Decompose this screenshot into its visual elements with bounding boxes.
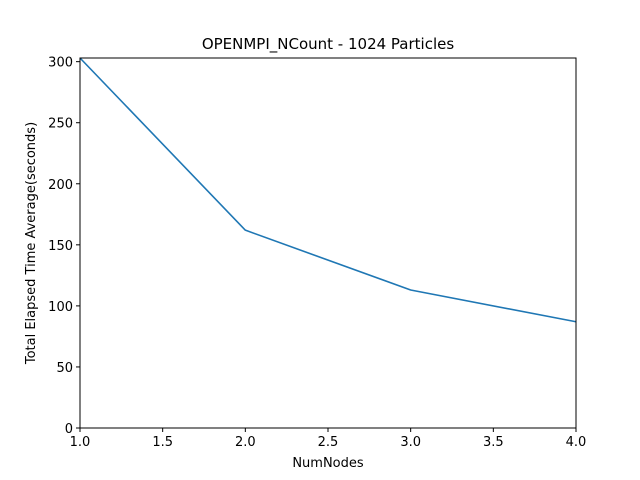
x-axis: 1.0 1.5 2.0 2.5 3.0 3.5 4.0 [70, 428, 587, 450]
x-tick-label: 3.5 [483, 435, 504, 450]
axes-frame [79, 57, 577, 429]
y-tick-label: 50 [56, 361, 73, 376]
y-tick-label: 250 [48, 117, 73, 132]
x-tick-label: 3.0 [400, 435, 421, 450]
y-tick-label: 150 [48, 239, 73, 254]
x-tick-label: 2.5 [318, 435, 339, 450]
x-tick-label: 2.0 [235, 435, 256, 450]
y-tick-label: 0 [65, 422, 73, 437]
x-tick-label: 4.0 [566, 435, 587, 450]
y-tick-label: 300 [48, 56, 73, 71]
chart-title: OPENMPI_NCount - 1024 Particles [202, 35, 455, 54]
x-tick-label: 1.0 [70, 435, 91, 450]
y-tick-label: 200 [48, 178, 73, 193]
y-tick-label: 100 [48, 300, 73, 315]
y-axis-label: Total Elapsed Time Average(seconds) [24, 122, 39, 365]
x-tick-label: 1.5 [152, 435, 173, 450]
y-axis: 0 50 100 150 200 250 300 [48, 56, 80, 437]
x-axis-label: NumNodes [292, 456, 364, 471]
series-line [79, 57, 577, 323]
plot-area [79, 57, 577, 323]
